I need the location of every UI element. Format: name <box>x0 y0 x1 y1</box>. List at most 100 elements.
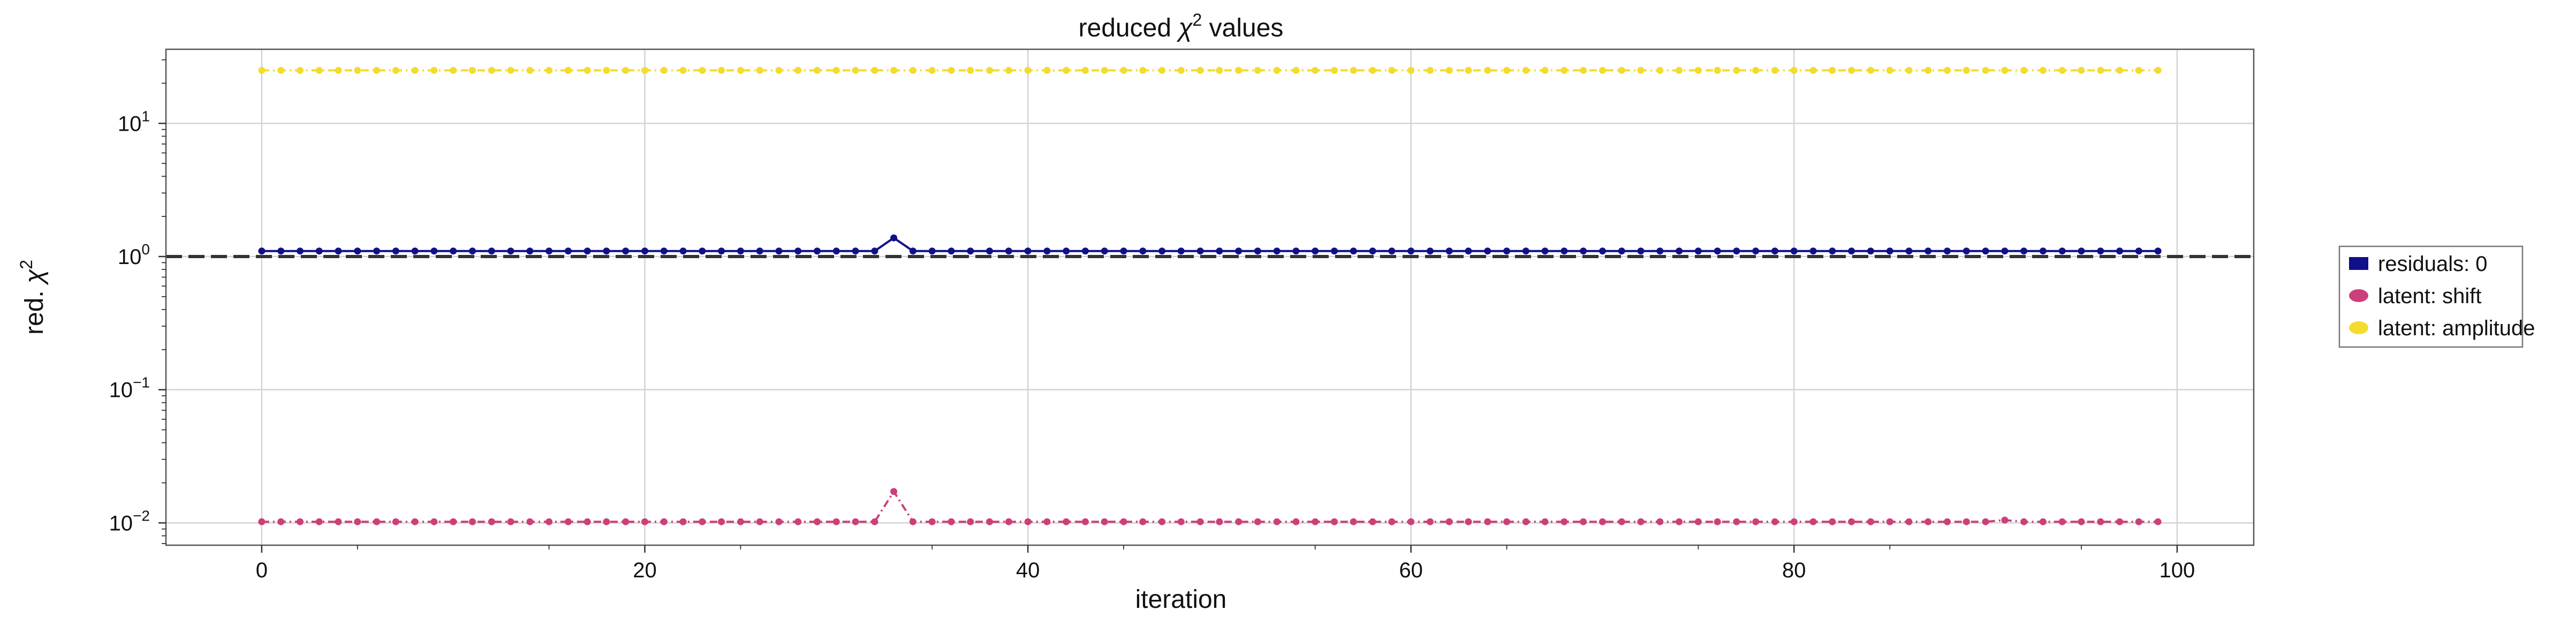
data-point <box>909 247 916 255</box>
data-point <box>354 518 361 525</box>
data-point <box>450 518 457 525</box>
data-point <box>1905 66 1913 74</box>
data-point <box>986 518 993 525</box>
data-point <box>737 66 744 74</box>
x-tick-labels: 0 20 40 60 80 100 <box>256 559 2195 582</box>
data-point <box>928 518 936 525</box>
y-tick-label: 100 <box>118 241 150 269</box>
chart-title: reduced χ2 values <box>1079 10 1284 42</box>
data-point <box>2097 518 2104 525</box>
series-group <box>258 66 2162 525</box>
data-point <box>335 247 342 255</box>
data-point <box>1541 66 1549 74</box>
data-point <box>2097 247 2104 255</box>
data-point <box>1139 247 1147 255</box>
data-point <box>2154 518 2162 525</box>
data-point <box>1905 247 1913 255</box>
data-point <box>1216 247 1223 255</box>
data-point <box>373 66 381 74</box>
legend-marker-latent-shift <box>2349 289 2368 302</box>
data-point <box>890 488 898 495</box>
data-point <box>1809 247 1817 255</box>
data-point <box>1580 518 1587 525</box>
data-point <box>1465 66 1472 74</box>
data-point <box>679 66 687 74</box>
data-point <box>469 247 476 255</box>
data-point <box>928 66 936 74</box>
data-point <box>1312 518 1319 525</box>
data-point <box>1829 247 1836 255</box>
data-point <box>1790 66 1798 74</box>
data-point <box>794 247 802 255</box>
data-point <box>832 247 840 255</box>
data-point <box>1599 518 1606 525</box>
data-point <box>1331 518 1338 525</box>
data-point <box>1714 247 1721 255</box>
data-point <box>1771 66 1778 74</box>
data-point <box>1637 66 1645 74</box>
data-point <box>1158 247 1166 255</box>
data-point <box>1829 66 1836 74</box>
data-point <box>794 518 802 525</box>
data-point <box>507 518 514 525</box>
data-point <box>1120 518 1127 525</box>
data-point <box>2058 247 2066 255</box>
data-point <box>603 518 610 525</box>
data-point <box>756 66 763 74</box>
data-point <box>1177 247 1185 255</box>
data-point <box>1407 518 1415 525</box>
data-point <box>852 518 859 525</box>
data-point <box>1560 247 1568 255</box>
data-point <box>2039 247 2047 255</box>
data-point <box>948 66 955 74</box>
data-point <box>1005 66 1012 74</box>
data-point <box>1714 66 1721 74</box>
data-point <box>1388 247 1396 255</box>
data-point <box>392 66 399 74</box>
data-point <box>1465 518 1472 525</box>
data-point <box>679 247 687 255</box>
data-point <box>1196 247 1204 255</box>
data-point <box>545 247 553 255</box>
data-point <box>1465 247 1472 255</box>
data-point <box>1120 66 1127 74</box>
data-point <box>1484 66 1491 74</box>
data-point <box>852 66 859 74</box>
data-point <box>1599 247 1606 255</box>
y-axis-label: red. χ2 <box>17 260 49 335</box>
series-latent-shift <box>258 488 2162 525</box>
data-point <box>1618 66 1625 74</box>
data-point <box>1005 518 1012 525</box>
data-point <box>584 247 591 255</box>
data-point <box>1694 66 1702 74</box>
data-point <box>1886 518 1893 525</box>
series-line-latent-shift <box>261 490 2158 523</box>
data-point <box>1656 66 1664 74</box>
data-point <box>1886 247 1893 255</box>
data-point <box>430 518 438 525</box>
series-line-residuals-0 <box>261 236 2158 252</box>
data-point <box>832 66 840 74</box>
data-point <box>1312 66 1319 74</box>
data-point <box>967 247 974 255</box>
data-point <box>1694 518 1702 525</box>
data-point <box>967 66 974 74</box>
data-point <box>2154 247 2162 255</box>
data-point <box>1599 66 1606 74</box>
data-point <box>1982 66 1989 74</box>
data-point <box>1139 518 1147 525</box>
data-point <box>1637 247 1645 255</box>
data-point <box>1177 518 1185 525</box>
data-point <box>469 518 476 525</box>
data-point <box>1043 518 1051 525</box>
x-tick-label: 60 <box>1399 559 1423 582</box>
data-point <box>622 247 630 255</box>
data-point <box>871 518 878 525</box>
legend-marker-latent-amplitude <box>2349 321 2368 334</box>
data-point <box>603 247 610 255</box>
data-point <box>1158 66 1166 74</box>
data-point <box>2116 518 2123 525</box>
data-point <box>1216 518 1223 525</box>
data-point <box>1445 247 1453 255</box>
